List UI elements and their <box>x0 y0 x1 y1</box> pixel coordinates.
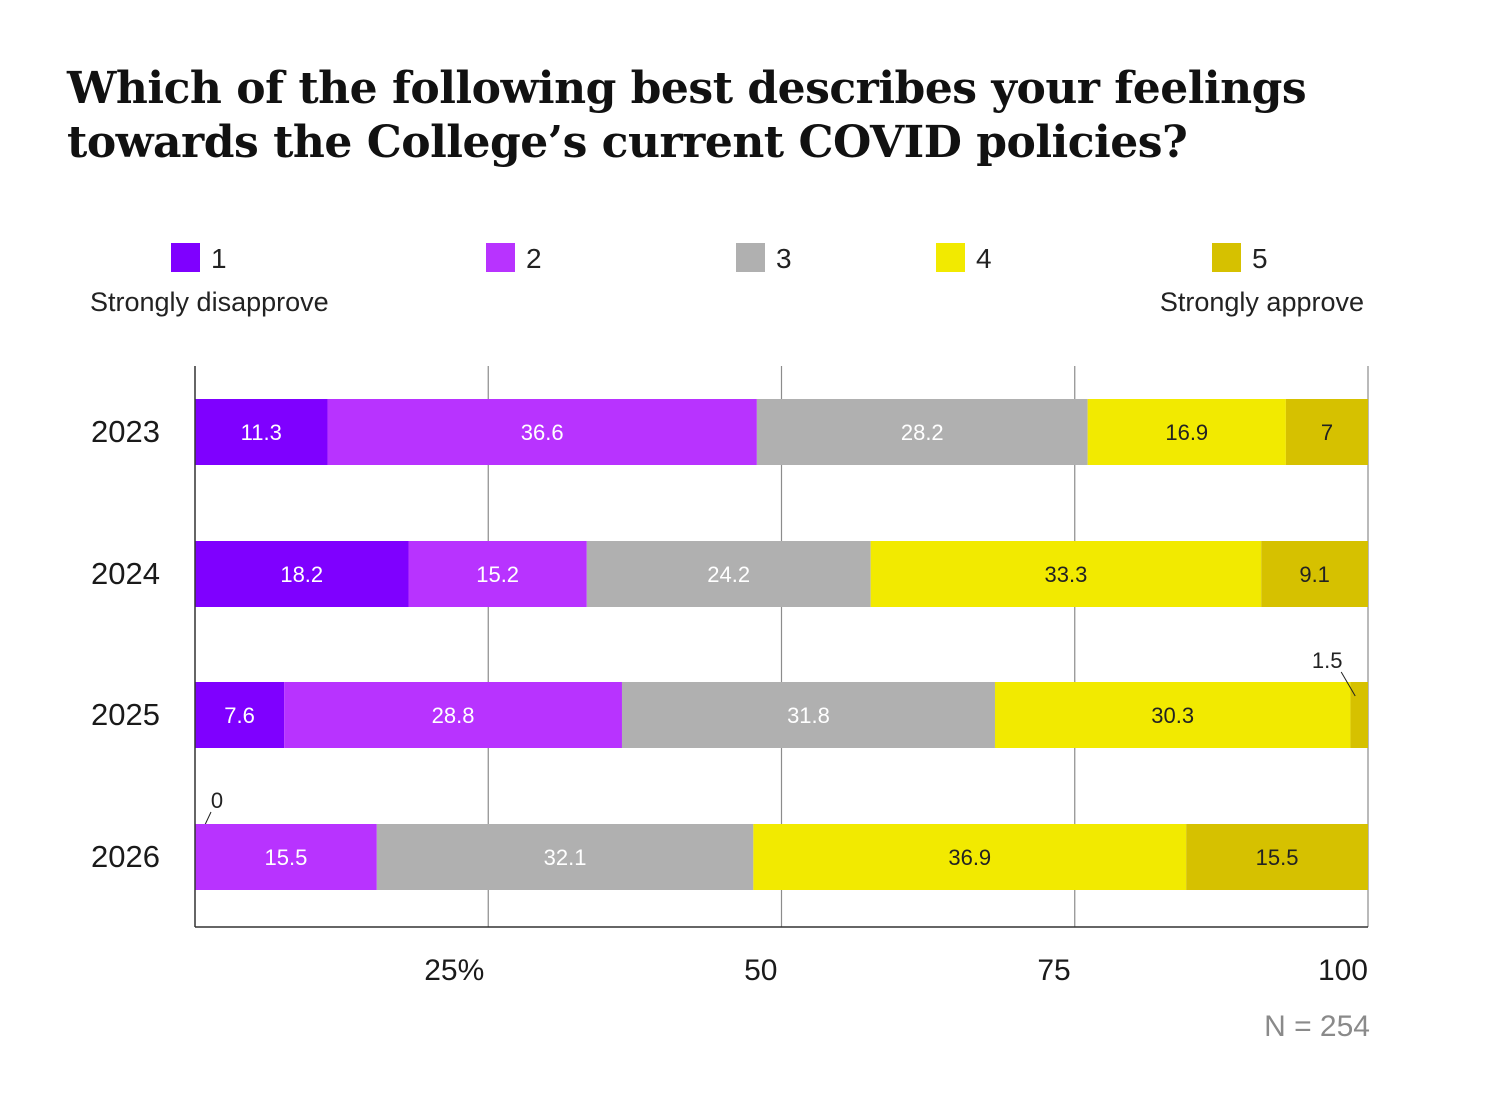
data-label-2025-1: 7.6 <box>224 703 255 728</box>
bar-2026-2 <box>195 824 377 890</box>
bar-2025-3 <box>621 682 995 748</box>
category-label-2025: 2025 <box>91 697 160 732</box>
chart-title: Which of the following best describes yo… <box>67 63 1307 168</box>
bar-2024-4 <box>870 541 1262 607</box>
data-label-2023-4: 16.9 <box>1165 420 1208 445</box>
axes <box>194 366 1368 928</box>
bar-2025-1 <box>195 682 285 748</box>
data-label-2025-3: 31.8 <box>787 703 830 728</box>
legend-caption-strongly-disapprove: Strongly disapprove <box>90 287 329 317</box>
legend-label-5: 5 <box>1252 243 1268 274</box>
bar-2023-1 <box>195 399 328 465</box>
data-label-2023-5: 7 <box>1321 420 1333 445</box>
data-label-2026-4: 36.9 <box>948 845 991 870</box>
data-label-2026-3: 32.1 <box>544 845 587 870</box>
x-tick-label-25: 25% <box>424 954 484 987</box>
bar-2023-5 <box>1285 399 1368 465</box>
data-label-2025-2: 28.8 <box>432 703 475 728</box>
legend-caption-strongly-approve: Strongly approve <box>1160 287 1364 317</box>
bar-2026-3 <box>376 824 754 890</box>
data-label-2026-2: 15.5 <box>264 845 307 870</box>
legend-label-3: 3 <box>776 243 792 274</box>
bar-2023-2 <box>327 399 757 465</box>
category-labels: 2023 2024 2025 2026 <box>91 414 160 874</box>
legend: 1 2 3 4 5 <box>171 243 1268 274</box>
data-label-2025-4: 30.3 <box>1151 703 1194 728</box>
bars: 11.3 36.6 28.2 16.9 7 18.2 15.2 24.2 33.3 9.1 7.6 2… <box>194 399 1368 890</box>
bar-2023-4 <box>1087 399 1286 465</box>
legend-swatch-5 <box>1212 243 1241 272</box>
data-label-2024-2: 15.2 <box>476 562 519 587</box>
bar-2024-2 <box>408 541 587 607</box>
data-label-2026-1: 0 <box>211 788 223 813</box>
data-label-2024-4: 33.3 <box>1045 562 1088 587</box>
bar-2026-5 <box>1186 824 1368 890</box>
legend-swatch-4 <box>936 243 965 272</box>
bar-2023-3 <box>756 399 1088 465</box>
data-label-2024-5: 9.1 <box>1299 562 1330 587</box>
legend-label-1: 1 <box>211 243 227 274</box>
leader-line-2025-5 <box>1340 671 1356 697</box>
data-label-2023-3: 28.2 <box>901 420 944 445</box>
bar-2025-5 <box>1350 682 1368 748</box>
category-label-2026: 2026 <box>91 839 160 874</box>
legend-swatch-3 <box>736 243 765 272</box>
data-label-2026-5: 15.5 <box>1256 845 1299 870</box>
data-label-2023-2: 36.6 <box>521 420 564 445</box>
legend-swatch-2 <box>486 243 515 272</box>
bar-2026-4 <box>753 824 1187 890</box>
data-label-2024-1: 18.2 <box>280 562 323 587</box>
data-label-2025-5: 1.5 <box>1312 648 1343 673</box>
x-tick-label-75: 75 <box>1037 954 1070 987</box>
bar-2024-3 <box>586 541 871 607</box>
bar-2024-1 <box>195 541 409 607</box>
data-label-2024-3: 24.2 <box>707 562 750 587</box>
sample-size-note: N = 254 <box>1264 1010 1370 1043</box>
x-tick-label-100: 100 <box>1318 954 1368 987</box>
legend-label-2: 2 <box>526 243 542 274</box>
bar-2025-2 <box>284 682 622 748</box>
category-label-2023: 2023 <box>91 414 160 449</box>
x-tick-label-50: 50 <box>744 954 777 987</box>
data-label-2023-1: 11.3 <box>241 420 282 445</box>
legend-label-4: 4 <box>976 243 992 274</box>
category-label-2024: 2024 <box>91 556 160 591</box>
legend-swatch-1 <box>171 243 200 272</box>
x-tick-labels: 25% 50 75 100 <box>424 954 1368 987</box>
bar-2025-4 <box>994 682 1351 748</box>
bar-2024-5 <box>1261 541 1368 607</box>
